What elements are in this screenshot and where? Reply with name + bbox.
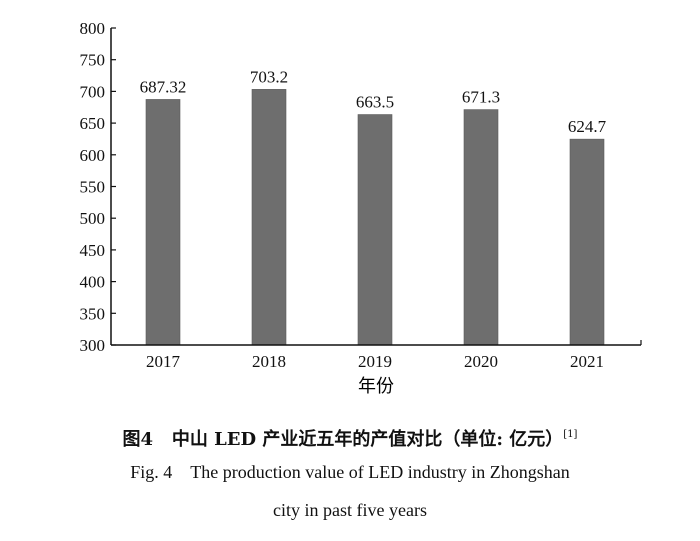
y-tick-label: 350 [80,304,106,323]
y-tick-label: 450 [80,241,106,260]
caption-cn-title: 中山 LED 产业近五年的产值对比（单位: 亿元） [171,429,564,450]
y-tick-label: 650 [80,114,106,133]
x-axis-label: 年份 [358,376,394,397]
caption-cn-prefix: 图4 [122,429,154,450]
x-tick-label: 2017 [146,352,181,371]
x-tick-label: 2019 [358,352,392,371]
bar-2018 [251,89,287,346]
data-label-2021: 624.7 [568,117,607,136]
bar-2017 [145,99,181,346]
y-tick-label: 500 [80,209,106,228]
y-tick-label: 750 [80,51,106,70]
data-label-2020: 671.3 [462,88,500,107]
y-tick-label: 400 [80,273,106,292]
caption-en-prefix: Fig. 4 [130,462,173,482]
bar-2021 [569,138,605,346]
caption-chinese: 图4 中山 LED 产业近五年的产值对比（单位: 亿元）[1] [0,425,700,451]
caption-en-line2: city in past five years [273,500,427,520]
caption-reference: [1] [563,429,578,440]
x-tick-label: 2021 [570,352,604,371]
y-tick-label: 600 [80,146,106,165]
x-axis: 2017 2018 2019 2020 2021 [111,340,642,371]
bar-chart: 300 350 400 450 500 550 600 650 700 750 800 687.32… [80,19,642,397]
data-label-2017: 687.32 [140,77,187,96]
y-axis: 300 350 400 450 500 550 600 650 700 750 800 [80,19,116,355]
y-tick-label: 550 [80,178,106,197]
bar-2019 [357,114,393,346]
y-tick-label: 800 [80,19,106,38]
y-tick-label: 700 [80,82,106,101]
data-label-2018: 703.2 [250,67,288,86]
bar-2020 [463,109,499,346]
caption-english-line2: city in past five years [0,500,700,521]
bars: 687.32 703.2 663.5 671.3 624.7 [140,67,607,346]
y-tick-label: 300 [80,336,106,355]
data-label-2019: 663.5 [356,93,394,112]
caption-en-line1: The production value of LED industry in … [190,462,570,482]
x-tick-label: 2020 [464,352,498,371]
caption-english-line1: Fig. 4 The production value of LED indus… [0,462,700,483]
x-tick-label: 2018 [252,352,286,371]
